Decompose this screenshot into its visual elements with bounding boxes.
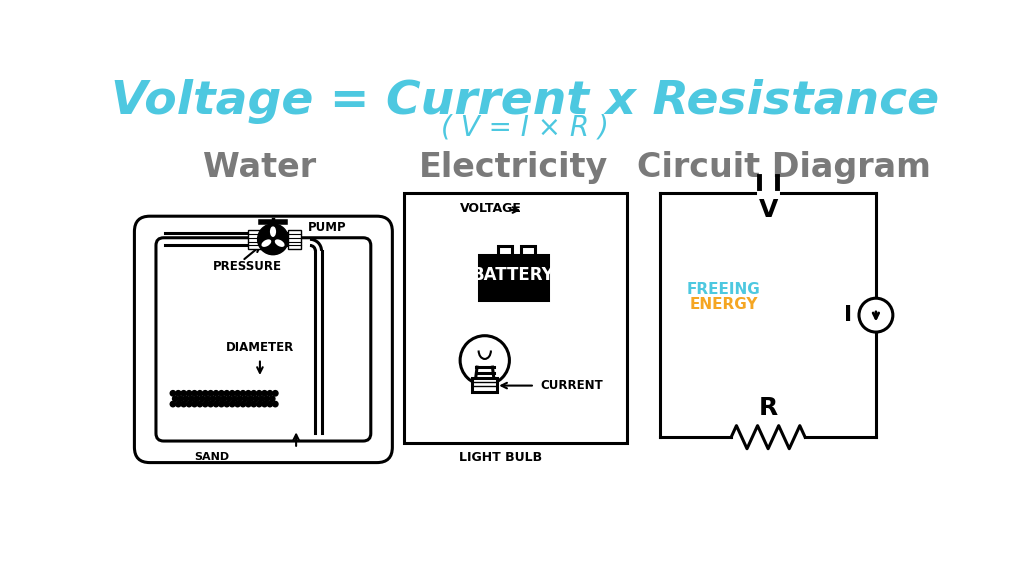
Circle shape: [256, 391, 262, 396]
Bar: [249, 230, 262, 248]
Circle shape: [216, 396, 221, 401]
Text: FREEING: FREEING: [686, 282, 761, 297]
Circle shape: [203, 401, 208, 407]
Circle shape: [210, 396, 216, 401]
Circle shape: [243, 396, 248, 401]
Text: Water: Water: [204, 151, 316, 184]
Circle shape: [186, 401, 191, 407]
Circle shape: [246, 391, 251, 396]
Text: Circuit Diagram: Circuit Diagram: [637, 151, 931, 184]
Text: BATTERY: BATTERY: [472, 266, 555, 284]
Circle shape: [262, 391, 267, 396]
Circle shape: [198, 401, 203, 407]
FancyBboxPatch shape: [134, 216, 392, 463]
Bar: [403, 193, 628, 444]
Text: ENERGY: ENERGY: [689, 297, 758, 312]
Circle shape: [259, 396, 264, 401]
Circle shape: [246, 401, 251, 407]
Circle shape: [272, 401, 278, 407]
Bar: [472, 378, 497, 392]
Circle shape: [264, 396, 269, 401]
Circle shape: [186, 391, 191, 396]
Text: I: I: [844, 305, 852, 325]
Circle shape: [219, 391, 224, 396]
Circle shape: [248, 396, 253, 401]
Circle shape: [170, 391, 175, 396]
Circle shape: [172, 396, 178, 401]
Text: CURRENT: CURRENT: [541, 379, 603, 392]
Circle shape: [213, 391, 219, 396]
Bar: [498, 246, 512, 256]
Circle shape: [229, 391, 234, 396]
Circle shape: [272, 391, 278, 396]
Text: VOLTAGE: VOLTAGE: [460, 202, 522, 215]
Circle shape: [219, 401, 224, 407]
Circle shape: [234, 391, 241, 396]
Text: V: V: [759, 198, 778, 222]
Circle shape: [251, 391, 256, 396]
Circle shape: [241, 391, 246, 396]
Text: LIGHT BULB: LIGHT BULB: [459, 450, 542, 464]
Text: SAND: SAND: [194, 452, 229, 462]
Circle shape: [181, 401, 186, 407]
Circle shape: [256, 401, 262, 407]
Circle shape: [859, 298, 893, 332]
Circle shape: [460, 336, 509, 385]
Circle shape: [205, 396, 210, 401]
Text: R: R: [759, 396, 778, 420]
Text: ( V = I × R ): ( V = I × R ): [441, 113, 608, 142]
Text: Voltage = Current x Resistance: Voltage = Current x Resistance: [111, 79, 939, 124]
Circle shape: [181, 391, 186, 396]
Bar: [521, 246, 535, 256]
Circle shape: [213, 401, 219, 407]
Circle shape: [229, 401, 234, 407]
Bar: [289, 230, 301, 248]
Ellipse shape: [274, 240, 285, 247]
Circle shape: [226, 396, 231, 401]
Circle shape: [238, 396, 243, 401]
Circle shape: [231, 396, 238, 401]
Circle shape: [262, 401, 267, 407]
Text: Electricity: Electricity: [419, 151, 608, 184]
Circle shape: [175, 401, 181, 407]
Circle shape: [267, 391, 272, 396]
Circle shape: [203, 391, 208, 396]
Text: PRESSURE: PRESSURE: [213, 260, 282, 273]
Circle shape: [251, 401, 256, 407]
Circle shape: [221, 396, 226, 401]
Ellipse shape: [261, 240, 271, 247]
Text: DIAMETER: DIAMETER: [226, 340, 294, 354]
Ellipse shape: [270, 226, 276, 237]
FancyBboxPatch shape: [156, 238, 371, 441]
Circle shape: [198, 391, 203, 396]
Circle shape: [269, 396, 274, 401]
Circle shape: [178, 396, 183, 401]
Circle shape: [224, 401, 229, 407]
Circle shape: [188, 396, 195, 401]
Circle shape: [253, 396, 259, 401]
Circle shape: [170, 401, 175, 407]
Bar: [478, 256, 548, 300]
Circle shape: [258, 224, 289, 255]
Circle shape: [183, 396, 188, 401]
Circle shape: [175, 391, 181, 396]
Circle shape: [191, 401, 198, 407]
Circle shape: [191, 391, 198, 396]
Circle shape: [208, 401, 213, 407]
Circle shape: [241, 401, 246, 407]
Circle shape: [234, 401, 241, 407]
Circle shape: [195, 396, 200, 401]
Circle shape: [267, 401, 272, 407]
Circle shape: [208, 391, 213, 396]
Text: PUMP: PUMP: [307, 221, 346, 234]
Circle shape: [200, 396, 205, 401]
Circle shape: [224, 391, 229, 396]
